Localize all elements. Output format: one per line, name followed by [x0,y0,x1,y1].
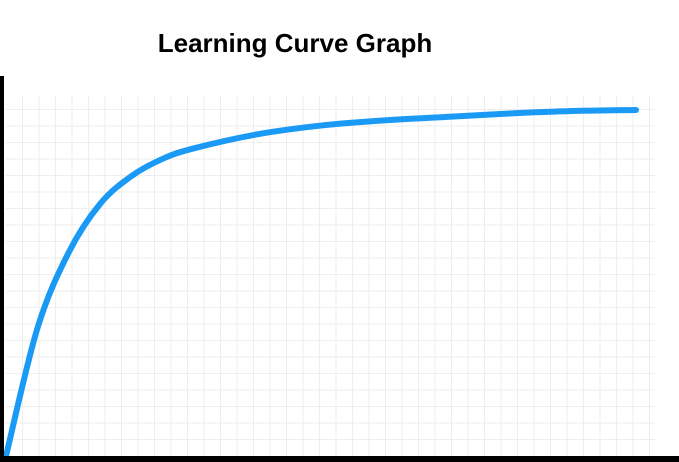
series-layer [3,107,639,459]
chart-title: Learning Curve Graph [157,28,433,58]
grid-lines [6,96,655,456]
learning-curve-line [3,107,639,459]
